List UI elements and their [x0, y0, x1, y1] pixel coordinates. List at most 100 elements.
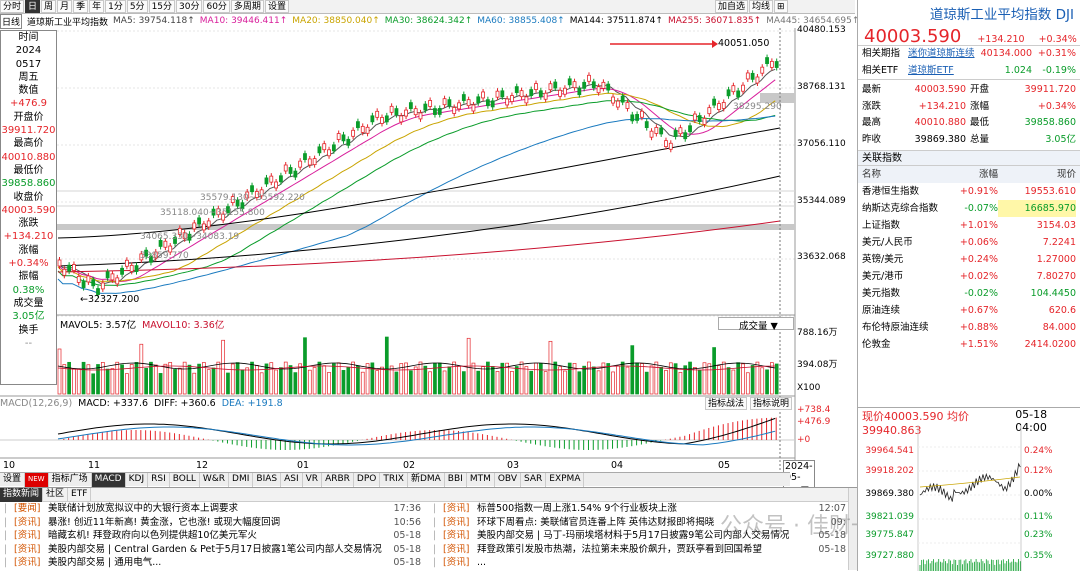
tab-community[interactable]: 社区	[43, 488, 69, 502]
candle	[389, 105, 394, 113]
indicator-tab[interactable]: BOLL	[170, 473, 200, 487]
index-name: 美元/港币	[862, 271, 904, 282]
period-button[interactable]: 月	[57, 0, 73, 13]
news-title[interactable]: 暗藏玄机! 拜登政府向以色列提供超10亿美元军火	[48, 530, 257, 541]
period-button[interactable]: 周	[41, 0, 57, 13]
related-index-row[interactable]: 上证指数 +1.01% 3154.03	[858, 217, 1080, 234]
indicator-tab[interactable]: BBI	[445, 473, 467, 487]
period-button[interactable]: 15分	[148, 0, 176, 13]
related-index-row[interactable]: 伦敦金 +1.51% 2414.0200	[858, 336, 1080, 353]
indicator-tab[interactable]: OBV	[495, 473, 521, 487]
news-panel: 指数新闻 社区 ETF | [要闻] 美联储计划放宽拟议中的大银行资本上调要求 17:…	[0, 487, 860, 571]
news-item[interactable]: | [资讯] 美股内部交易 | 通用电气... 05-18	[4, 556, 425, 570]
period-button[interactable]: 年	[89, 0, 105, 13]
indicator-dropdown[interactable]: 成交量 ▼	[718, 317, 794, 332]
indicator-tab[interactable]: ARBR	[322, 473, 354, 487]
related-index-row[interactable]: 美元/人民币 +0.06% 7.2241	[858, 234, 1080, 251]
news-time: 05-18	[393, 530, 421, 541]
news-item[interactable]: | [资讯]...	[433, 556, 850, 570]
candle	[72, 264, 76, 271]
news-title[interactable]: 拜登政策引发股市热潮，法拉第未来股价飙升，贾跃亭看到回国希望	[477, 543, 763, 555]
related-instrument-row[interactable]: 相关期指 迷你道琼斯连续 40134.000 +0.31%	[858, 46, 1080, 63]
volume-bar	[688, 361, 692, 395]
indicator-tab[interactable]: DPO	[354, 473, 381, 487]
indicator-tab[interactable]: BIAS	[253, 473, 282, 487]
indicator-tab[interactable]: DMI	[229, 473, 254, 487]
indicator-tab[interactable]: 新DMA	[408, 473, 445, 487]
news-title[interactable]: 标普500指数一周上涨1.54% 9个行业板块上涨	[477, 503, 677, 514]
indicator-tab[interactable]: MACD	[91, 473, 126, 487]
info-row: 成交量	[13, 297, 44, 309]
indicator-tab[interactable]: ASI	[281, 473, 303, 487]
related-index-row[interactable]: 美元/港币 +0.02% 7.80270	[858, 268, 1080, 285]
period-button[interactable]: 设置	[264, 0, 289, 13]
news-item[interactable]: | [资讯] 拜登政策引发股市热潮，法拉第未来股价飙升，贾跃亭看到回国希望 05-18	[433, 543, 850, 557]
news-item[interactable]: | [要闻] 美联储计划放宽拟议中的大银行资本上调要求 17:36	[4, 502, 425, 516]
related-index-row[interactable]: 布伦特原油连续 +0.88% 84.000	[858, 319, 1080, 336]
related-index-row[interactable]: 英镑/美元 +0.24% 1.27000	[858, 251, 1080, 268]
indicator-tab[interactable]: MTM	[467, 473, 495, 487]
volume-bar	[774, 363, 779, 395]
news-title[interactable]: ...	[477, 557, 487, 568]
related-index-row[interactable]: 香港恒生指数 +0.91% 19553.610	[858, 183, 1080, 200]
candle	[327, 149, 331, 157]
news-title[interactable]: 暴涨! 创近11年新高! 黄金涨，它也涨! 或现大幅度回调	[48, 516, 281, 528]
period-button[interactable]: 1分	[105, 0, 126, 13]
news-item[interactable]: | [资讯] 美股内部交易 | Central Garden & Pet于5月17日…	[4, 543, 425, 557]
related-index-row[interactable]: 原油连续 +0.67% 620.6	[858, 302, 1080, 319]
tab-etf[interactable]: ETF	[68, 488, 92, 502]
news-item[interactable]: | [资讯] 美股内部交易 | 马丁-玛丽埃塔材料于5月17日披露9笔公司内部人交易…	[433, 529, 850, 543]
news-title[interactable]: 美联储计划放宽拟议中的大银行资本上调要求	[48, 503, 239, 514]
news-item[interactable]: | [资讯] 标普500指数一周上涨1.54% 9个行业板块上涨 12:07	[433, 502, 850, 516]
indicator-tab[interactable]: VR	[303, 473, 323, 487]
news-item[interactable]: | [资讯] 暗藏玄机! 拜登政府向以色列提供超10亿美元军火 05-18	[4, 529, 425, 543]
info-row: 收盘价	[13, 191, 44, 203]
expand-icon[interactable]: ⊞	[774, 0, 788, 13]
volume-bar	[62, 364, 67, 395]
related-instrument-row[interactable]: 相关ETF 道琼斯ETF 1.024 -0.19%	[858, 63, 1080, 80]
news-title[interactable]: 环球下周看点: 美联储官员连番上阵 英伟达财报即将揭晓	[477, 516, 715, 528]
instrument-link[interactable]: 迷你道琼斯连续	[908, 48, 975, 59]
instrument-link[interactable]: 道琼斯ETF	[908, 64, 954, 76]
candle	[182, 232, 187, 240]
ma-button[interactable]: 均线	[749, 0, 774, 13]
indicator-tab[interactable]: TRIX	[380, 473, 408, 487]
news-item[interactable]: | [资讯] 暴涨! 创近11年新高! 黄金涨，它也涨! 或现大幅度回调 10:56	[4, 516, 425, 530]
period-button[interactable]: 30分	[176, 0, 203, 13]
period-button[interactable]: 季	[73, 0, 89, 13]
period-button[interactable]: 5分	[126, 0, 148, 13]
period-button[interactable]: 分时	[0, 0, 25, 13]
candle	[765, 57, 769, 64]
add-watchlist-button[interactable]: 加自选	[715, 0, 749, 13]
indicator-tab[interactable]: EXPMA	[546, 473, 585, 487]
candle	[457, 102, 461, 110]
indicator-tab[interactable]: RSI	[148, 473, 170, 487]
indicator-tab[interactable]: KDJ	[126, 473, 149, 487]
period-button[interactable]: 日	[25, 0, 41, 13]
period-button[interactable]: 多周期	[230, 0, 264, 13]
related-index-row[interactable]: 美元指数 -0.02% 104.4450	[858, 285, 1080, 302]
indicator-tab[interactable]: NEW	[25, 473, 49, 487]
indicator-tab[interactable]: W&R	[200, 473, 230, 487]
news-title[interactable]: 美股内部交易 | 通用电气...	[48, 557, 162, 568]
news-title[interactable]: 美股内部交易 | Central Garden & Pet于5月17日披露1笔公…	[48, 543, 382, 555]
indicator-strategy-button[interactable]: 指标战法	[705, 397, 748, 410]
kline-chart[interactable]	[0, 28, 857, 472]
period-button[interactable]: 60分	[203, 0, 230, 13]
indicator-tab[interactable]: SAR	[521, 473, 547, 487]
news-item[interactable]: | [资讯] 环球下周看点: 美联储官员连番上阵 英伟达财报即将揭晓 09:	[433, 516, 850, 530]
related-index-row[interactable]: 纳斯达克综合指数 -0.07% 16685.970	[858, 200, 1080, 217]
intraday-chart[interactable]: 39964.541 39918.202 39869.380 39821.039 3977…	[858, 425, 1080, 571]
volume-bar	[668, 362, 673, 395]
indicator-tab[interactable]: 设置	[0, 473, 26, 487]
candle	[606, 83, 611, 91]
volume-bar	[606, 363, 611, 395]
news-title[interactable]: 美股内部交易 | 马丁-玛丽埃塔材料于5月17日披露9笔公司内部人交易情况	[477, 530, 790, 541]
tab-index-news[interactable]: 指数新闻	[0, 488, 44, 502]
volume-bar	[736, 362, 741, 395]
quote-panel: 道琼斯工业平均指数 DJI 40003.590 +134.210 +0.34% …	[857, 0, 1080, 571]
candle	[712, 98, 717, 106]
indicator-tab[interactable]: 指标广场	[49, 473, 92, 487]
volume-bar	[67, 361, 71, 395]
indicator-help-button[interactable]: 指标说明	[750, 397, 793, 410]
